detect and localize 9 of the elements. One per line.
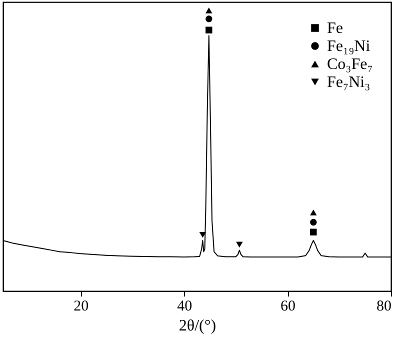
x-tick-label: 20 [74,298,89,314]
legend-label: Co₃Fe₇ [327,56,373,73]
x-tick-label: 40 [177,298,192,314]
legend-label: Fe [327,20,343,37]
x-axis-title: 2θ/(°) [178,318,216,334]
legend-label: Fe₇Ni₃ [327,74,370,91]
x-tick-label: 60 [280,298,296,314]
legend-label: Fe₁₉Ni [327,38,371,55]
x-tick-label: 80 [376,298,392,314]
